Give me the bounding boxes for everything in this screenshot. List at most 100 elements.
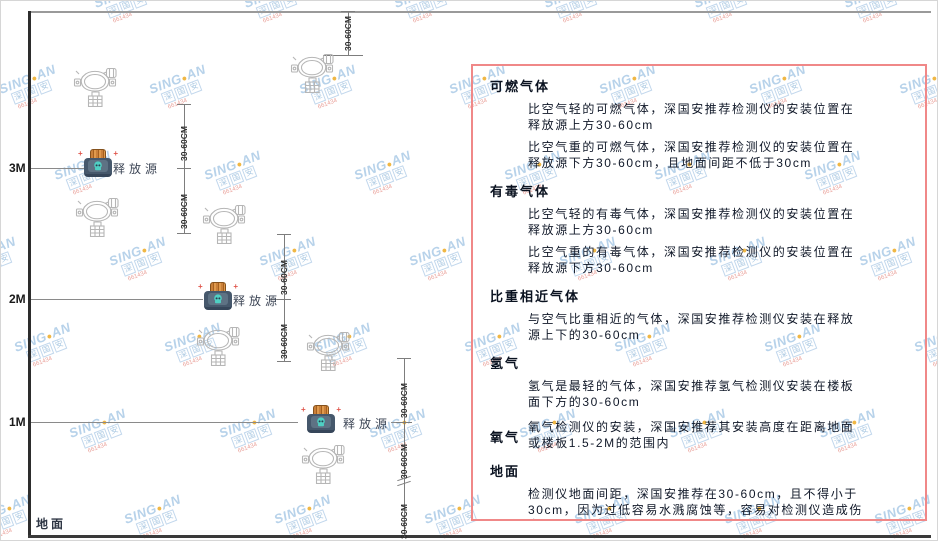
section-paragraph: 与空气比重相近的气体，深国安推荐检测仪安装在释放源上下的30-60cm bbox=[528, 312, 855, 342]
watermark-boxed-chars: 深国安 bbox=[105, 1, 157, 19]
ground-label: 地面 bbox=[36, 517, 67, 531]
watermark-boxed-chars: 深国安 bbox=[555, 1, 607, 19]
dimension-tick bbox=[277, 361, 291, 362]
panel-section: 可燃气体 比空气轻的可燃气体，深国安推荐检测仪的安装位置在释放源上方30-60cm… bbox=[490, 76, 909, 171]
section-paragraph: 氧气检测仪的安装，深国安推荐其安装高度在距离地面或楼板1.5-2M的范围内 bbox=[528, 420, 855, 450]
watermark-brand: SING●AN bbox=[351, 147, 413, 183]
watermark-brand: SING●AN bbox=[216, 405, 278, 441]
dimension-tick bbox=[323, 55, 363, 56]
watermark-phone: 661434 bbox=[127, 269, 149, 283]
watermark-phone: 661434 bbox=[562, 11, 584, 25]
watermark-brand: SING●AN bbox=[842, 1, 903, 11]
source-body bbox=[307, 414, 335, 433]
panel-section: 地面 检测仪地面间距，深国安推荐在30-60cm，且不得小于30cm，因为过低容易… bbox=[490, 461, 909, 519]
watermark-phone: 661434 bbox=[237, 441, 259, 455]
watermark-boxed-chars: 深国安 bbox=[215, 161, 267, 191]
source-body bbox=[204, 291, 232, 310]
skull-icon bbox=[311, 416, 331, 428]
dimension-line bbox=[404, 358, 405, 537]
dimension-line bbox=[284, 234, 285, 362]
watermark-brand: SING●AN bbox=[121, 491, 183, 527]
watermark-phone: 661434 bbox=[712, 11, 734, 25]
ceiling-line bbox=[28, 11, 931, 13]
section-heading: 地面 bbox=[490, 464, 521, 479]
release-source-icon: + + bbox=[198, 282, 238, 310]
dimension-tick bbox=[277, 299, 291, 300]
watermark-boxed-chars: 深国安 bbox=[405, 1, 457, 19]
height-mark-1m: 1M bbox=[9, 415, 26, 429]
panel-section: 氢气 氢气是最轻的气体，深国安推荐氢气检测仪安装在楼板面下方的30-60cm bbox=[490, 353, 909, 410]
watermark-brand: SING●AN bbox=[1, 1, 3, 11]
dimension-tick bbox=[277, 234, 291, 235]
watermark-boxed-chars: 深国安 bbox=[1, 1, 7, 19]
watermark-brand: SING●AN bbox=[392, 1, 453, 11]
watermark-dot-icon: ● bbox=[4, 502, 14, 514]
watermark-brand: SING●AN bbox=[66, 405, 128, 441]
section-heading: 比重相近气体 bbox=[490, 289, 581, 304]
dimension-label: 30-60CM bbox=[179, 126, 189, 161]
watermark-brand: SING●AN bbox=[271, 491, 333, 527]
watermark-phone: 661434 bbox=[87, 441, 109, 455]
watermark-phone: 661434 bbox=[862, 11, 884, 25]
watermark-boxed-chars: 深国安 bbox=[230, 419, 282, 449]
watermark-boxed-chars: 深国安 bbox=[1, 505, 37, 535]
watermark-dot-icon: ● bbox=[154, 502, 164, 514]
watermark-boxed-chars: 深国安 bbox=[25, 333, 77, 363]
gas-detector-icon bbox=[290, 53, 334, 93]
watermark-phone: 661434 bbox=[17, 88, 64, 111]
watermark-phone: 661434 bbox=[387, 441, 409, 455]
dimension-label: 30-60CM bbox=[343, 16, 353, 51]
watermark-dot-icon: ● bbox=[29, 72, 39, 84]
watermark-boxed-chars: 深国安 bbox=[285, 505, 337, 535]
wall-axis-line bbox=[28, 11, 31, 538]
release-source-label: 释放源 bbox=[233, 294, 282, 308]
source-cap bbox=[313, 405, 329, 414]
watermark-phone: 661434 bbox=[32, 355, 54, 369]
watermark-brand: SING●AN bbox=[406, 233, 468, 269]
source-body bbox=[84, 158, 112, 177]
skull-icon bbox=[88, 160, 108, 172]
source-cap bbox=[90, 149, 106, 158]
watermark-brand: SING●AN bbox=[12, 319, 73, 354]
skull-icon bbox=[208, 293, 228, 305]
watermark-phone: 661434 bbox=[932, 355, 938, 369]
watermark-brand: SING●AN bbox=[92, 1, 153, 11]
watermark-phone: 661434 bbox=[167, 97, 189, 111]
dimension-tick bbox=[177, 104, 191, 105]
watermark-boxed-chars: 深国安 bbox=[120, 247, 172, 277]
panel-section: 有毒气体 比空气轻的有毒气体，深国安推荐检测仪的安装位置在释放源上方30-60cm… bbox=[490, 181, 909, 276]
height-mark-2m: 2M bbox=[9, 292, 26, 306]
ground-line bbox=[28, 535, 931, 538]
dimension-tick bbox=[396, 422, 412, 423]
section-heading: 有毒气体 bbox=[490, 184, 551, 199]
watermark-boxed-chars: 深国安 bbox=[160, 75, 212, 105]
watermark-dot-icon: ● bbox=[179, 72, 189, 84]
watermark-phone: 661434 bbox=[412, 11, 434, 25]
release-source-label: 释放源 bbox=[343, 417, 392, 431]
section-paragraph: 比空气轻的可燃气体，深国安推荐检测仪的安装位置在释放源上方30-60cm bbox=[528, 102, 855, 132]
watermark-brand: SING●AN bbox=[0, 233, 18, 255]
release-source-label: 释放源 bbox=[113, 162, 162, 176]
watermark-boxed-chars: 深国安 bbox=[365, 161, 417, 191]
watermark-phone: 661434 bbox=[112, 11, 134, 25]
watermark-phone: 661434 bbox=[1, 260, 25, 283]
watermark-phone: 661434 bbox=[72, 183, 94, 197]
section-heading: 氧气 bbox=[490, 430, 521, 445]
watermark-brand: SING●AN bbox=[106, 233, 168, 269]
panel-section: 氧气 氧气检测仪的安装，深国安推荐其安装高度在距离地面或楼板1.5-2M的范围内 bbox=[490, 420, 909, 451]
watermark-phone: 661434 bbox=[1, 2, 10, 25]
dimension-label: 30-60CM bbox=[179, 194, 189, 229]
dimension-tick bbox=[177, 233, 191, 234]
source-cap bbox=[210, 282, 226, 291]
